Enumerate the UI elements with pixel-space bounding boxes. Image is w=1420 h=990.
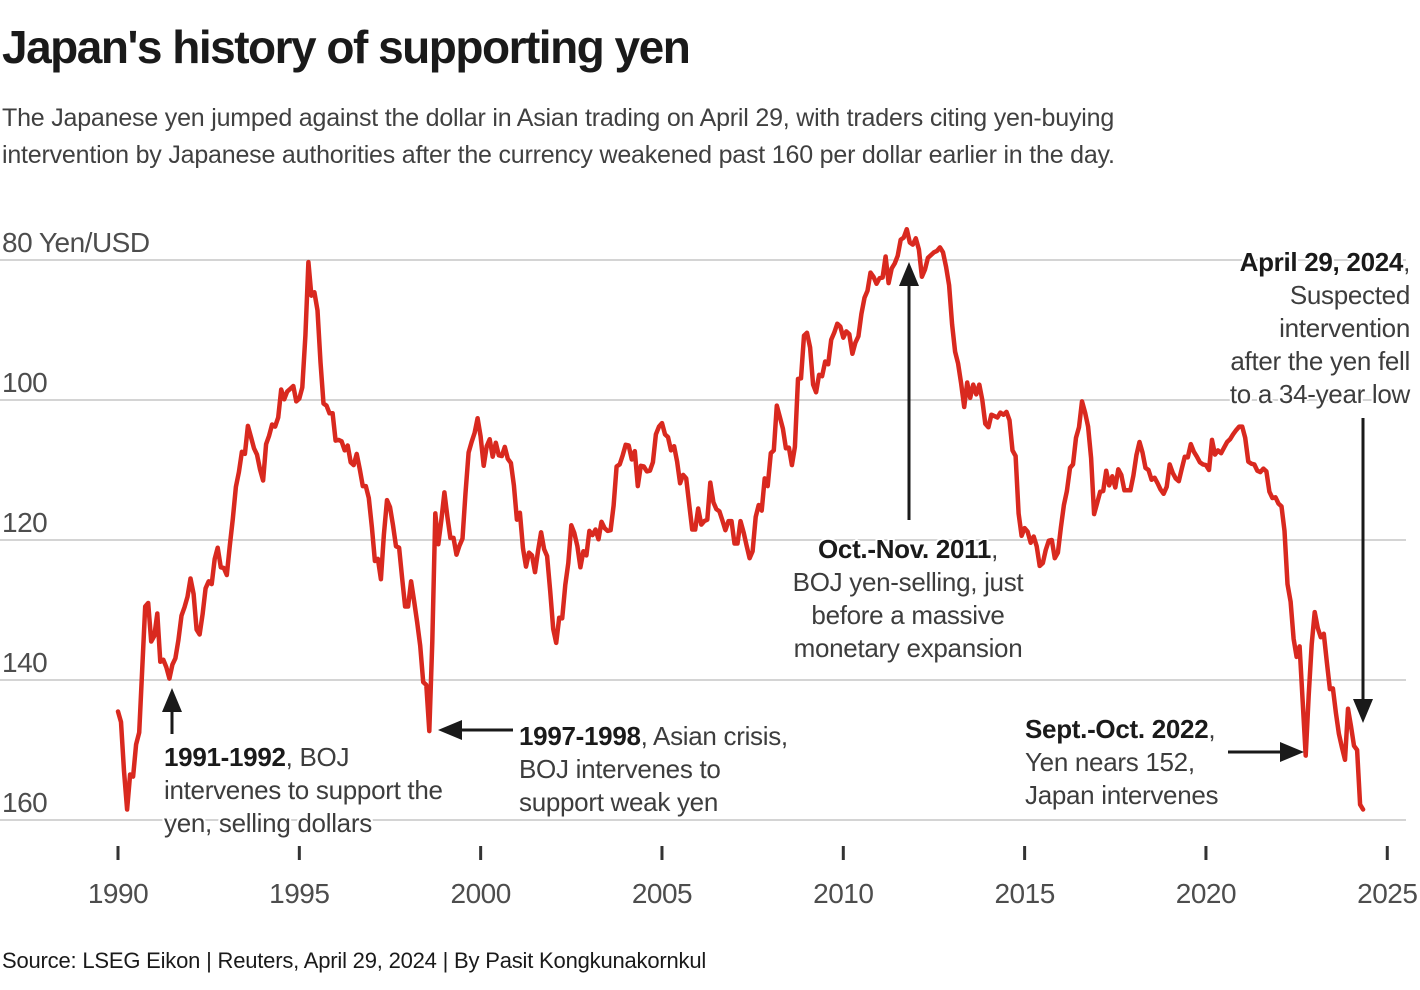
source-line: Source: LSEG Eikon | Reuters, April 29, … [2,948,707,973]
x-axis-label: 2015 [994,878,1055,909]
x-axis-label: 2025 [1357,878,1418,909]
usd-jpy-line [115,226,1366,812]
annotation-date: Oct.-Nov. 2011 [817,534,992,564]
arrow-2022-right [1228,742,1304,762]
x-axis-label: 2000 [450,878,511,909]
y-axis-label: 140 [2,647,48,678]
annotation-text: , Suspected intervention after the yen f… [1229,247,1410,409]
x-axis-label: 2020 [1175,878,1237,909]
x-axis-label: 1995 [269,878,330,909]
annotation-text: , Asian crisis, BOJ intervenes to suppor… [519,721,788,817]
y-axis-label: 120 [2,507,48,538]
arrow-2011-up [899,262,919,520]
arrow-1991-up [162,688,182,734]
y-axis-label: 160 [2,787,48,818]
annotation-text: , Yen nears 152, Japan intervenes [1025,714,1219,810]
annotation-2024: April 29, 2024, Suspected intervention a… [1110,246,1410,411]
x-axis-label: 2005 [631,878,693,909]
annotation-2011: Oct.-Nov. 2011, BOJ yen-selling, just be… [738,533,1078,665]
annotation-text: , BOJ intervenes to support the yen, sel… [164,742,443,838]
arrow-2024-down [1353,418,1373,723]
arrow-1998-left [438,720,513,740]
y-axis-label: 100 [2,367,48,398]
annotation-1991-1992: 1991-1992, BOJ intervenes to support the… [164,741,443,840]
y-axis-label: 80 Yen/USD [2,227,150,258]
annotation-date: 1997-1998 [519,721,641,751]
annotation-text: , BOJ yen-selling, just before a massive… [792,534,1024,663]
annotation-date: April 29, 2024 [1239,247,1404,277]
annotation-date: 1991-1992 [164,742,286,772]
annotation-date: Sept.-Oct. 2022 [1025,714,1209,744]
annotation-2022: Sept.-Oct. 2022, Yen nears 152, Japan in… [1025,713,1219,812]
page-title: Japan's history of supporting yen [2,21,691,73]
annotation-1997-1998: 1997-1998, Asian crisis, BOJ intervenes … [519,720,788,819]
x-axis-label: 2010 [813,878,874,909]
x-axis-label: 1990 [87,878,149,909]
page-subtitle: The Japanese yen jumped against the doll… [2,104,1115,169]
